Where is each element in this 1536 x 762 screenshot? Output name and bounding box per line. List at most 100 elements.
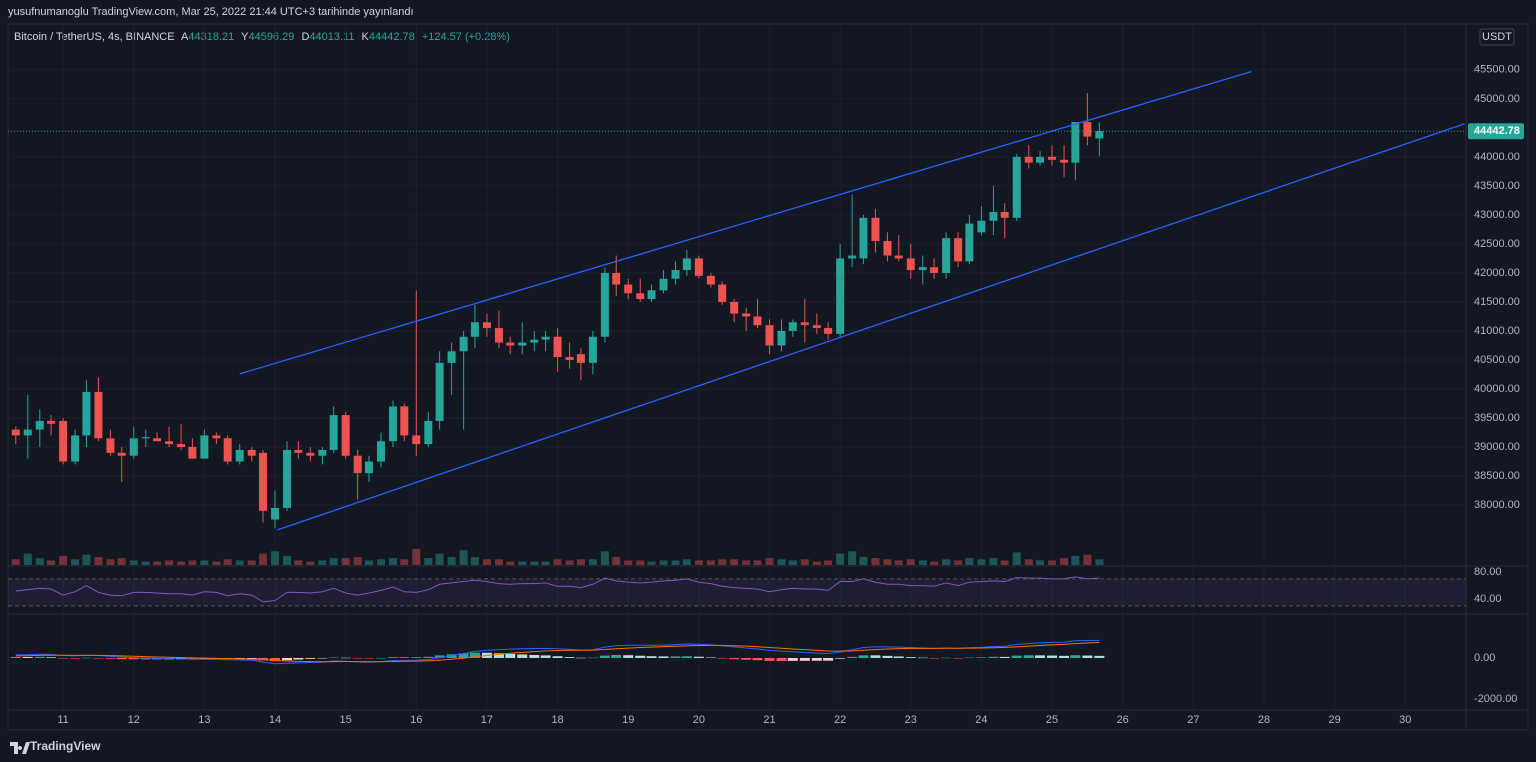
footer — [0, 732, 1536, 762]
candle-body — [212, 435, 221, 439]
volume-bar — [47, 560, 56, 565]
macd-histogram-bar — [941, 657, 952, 659]
volume-bar — [576, 559, 585, 565]
candle-body — [94, 391, 103, 439]
volume-bar — [376, 559, 385, 565]
y-tick-label: 39500.00 — [1474, 412, 1520, 424]
x-tick-label: 28 — [1258, 714, 1270, 726]
ohlc-label: A — [181, 31, 189, 43]
volume-bar — [659, 560, 668, 565]
macd-histogram-bar — [517, 654, 528, 658]
publish-header: yusufnumanoglu TradingView.com, Mar 25, … — [8, 6, 414, 18]
volume-bar — [200, 560, 209, 565]
macd-histogram-bar — [1011, 655, 1022, 658]
candle-body — [576, 354, 585, 363]
volume-bar — [506, 561, 515, 565]
macd-histogram-bar — [493, 653, 504, 658]
candle-body — [188, 447, 197, 459]
macd-histogram-bar — [1023, 655, 1034, 658]
volume-bar — [82, 554, 91, 565]
macd-histogram-bar — [658, 656, 669, 658]
candle-body — [730, 301, 739, 314]
volume-bar — [1024, 559, 1033, 565]
y-tick-label: 38000.00 — [1474, 499, 1520, 511]
macd-histogram-bar — [363, 657, 374, 659]
macd-histogram-bar — [70, 657, 81, 659]
x-tick-label: 24 — [975, 714, 987, 726]
candle-body — [930, 267, 939, 273]
volume-bar — [906, 559, 915, 565]
candle-body — [1012, 156, 1021, 218]
candle-body — [671, 270, 680, 279]
candle-body — [106, 438, 115, 453]
candle-body — [965, 223, 974, 262]
volume-bar — [11, 559, 20, 565]
candle-body — [894, 255, 903, 259]
candle-body — [942, 238, 951, 273]
volume-bar — [848, 551, 857, 565]
volume-bar — [518, 561, 527, 565]
volume-bar — [129, 560, 138, 565]
volume-bar — [364, 560, 373, 565]
candle-body — [447, 351, 456, 363]
candle-body — [165, 441, 174, 445]
x-tick-label: 26 — [1117, 714, 1129, 726]
macd-histogram-bar — [823, 657, 834, 661]
y-tick-label: 80.00 — [1474, 566, 1502, 578]
candle-body — [800, 322, 809, 326]
macd-histogram-bar — [81, 657, 92, 659]
volume-bar — [788, 560, 797, 565]
volume-bar — [447, 557, 456, 565]
macd-histogram-bar — [105, 657, 116, 659]
currency-badge[interactable] — [1479, 28, 1515, 46]
candle-body — [271, 507, 280, 520]
volume-bar — [470, 557, 479, 565]
macd-histogram-bar — [411, 657, 422, 658]
macd-histogram-bar — [741, 657, 752, 660]
volume-bar — [753, 560, 762, 565]
macd-histogram-bar — [352, 657, 363, 659]
macd-histogram-bar — [858, 655, 869, 658]
macd-histogram-bar — [587, 657, 598, 659]
volume-bar — [800, 559, 809, 565]
candle-body — [1024, 156, 1033, 163]
candle-body — [718, 284, 727, 302]
macd-histogram-bar — [399, 657, 410, 658]
candle-body — [435, 362, 444, 421]
candle-body — [71, 435, 80, 462]
candle-body — [824, 328, 833, 334]
x-tick-label: 30 — [1399, 714, 1411, 726]
x-tick-label: 23 — [905, 714, 917, 726]
candle-body — [247, 449, 256, 456]
ohlc-label: K — [362, 31, 370, 43]
macd-histogram-bar — [611, 654, 622, 658]
ohlc-label: Y — [241, 31, 249, 43]
macd-histogram-bar — [575, 657, 586, 659]
candle-body — [848, 255, 857, 259]
macd-histogram-bar — [729, 657, 740, 660]
x-tick-label: 15 — [340, 714, 352, 726]
macd-histogram-bar — [258, 657, 269, 661]
macd-line — [15, 641, 1100, 663]
candle-body — [859, 217, 868, 259]
macd-histogram-bar — [635, 655, 646, 658]
volume-bar — [883, 559, 892, 565]
candle-body — [1000, 212, 1009, 218]
price-change: +124.57 (+0.28%) — [422, 31, 510, 43]
candle-body — [565, 357, 574, 360]
macd-histogram-bar — [58, 657, 69, 659]
volume-bar — [694, 560, 703, 565]
candle-body — [659, 278, 668, 291]
rsi-line — [15, 576, 1100, 603]
volume-bar — [247, 560, 256, 565]
macd-histogram-bar — [328, 657, 339, 658]
volume-bar — [329, 558, 338, 565]
x-tick-label: 25 — [1046, 714, 1058, 726]
macd-line — [15, 639, 1100, 665]
volume-bar — [223, 559, 232, 565]
volume-bar — [35, 558, 44, 565]
ohlc-label: D — [301, 31, 309, 43]
y-tick-label: 0.00 — [1474, 652, 1495, 664]
volume-bar — [59, 555, 68, 565]
